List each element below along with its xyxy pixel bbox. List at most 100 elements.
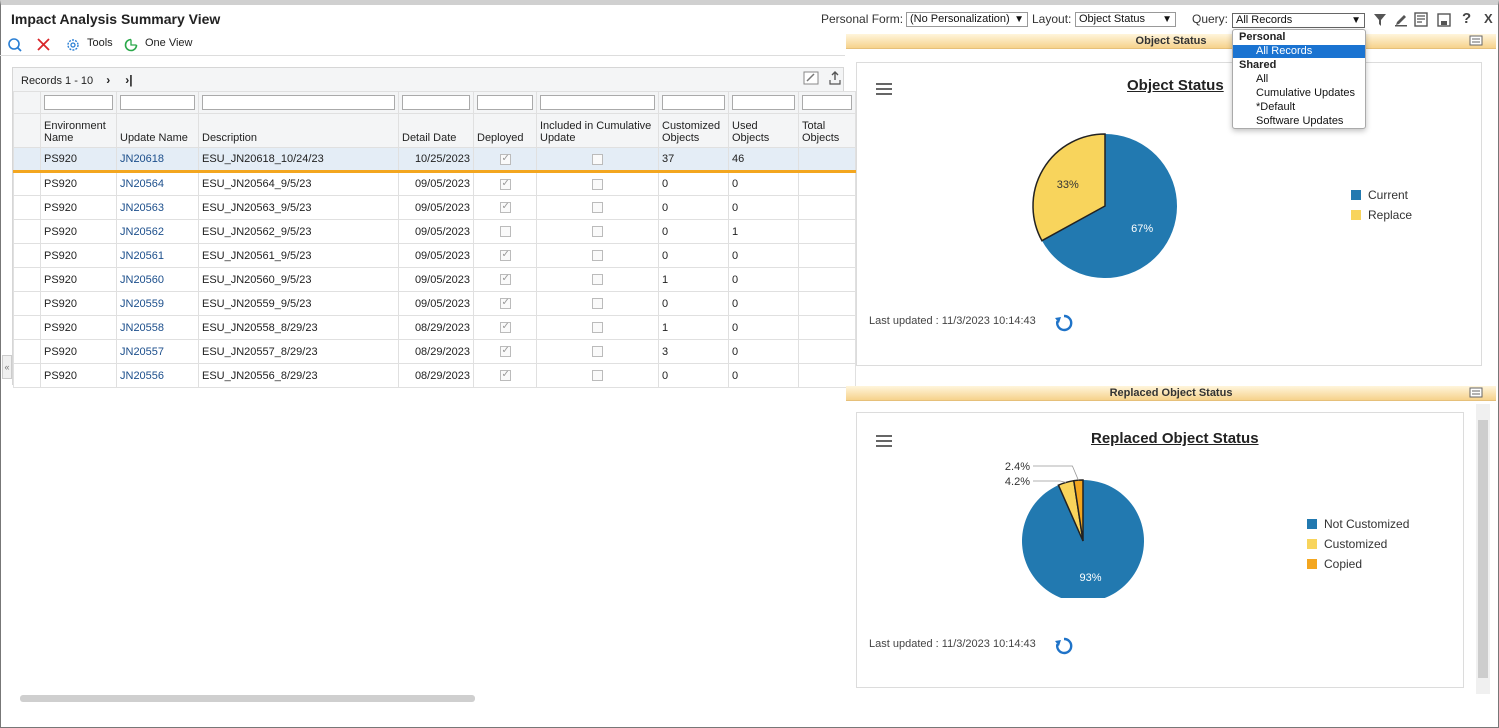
filter-date-input[interactable]: [402, 95, 470, 110]
cell-update-name[interactable]: JN20557: [116, 339, 199, 364]
column-header-total[interactable]: Total Objects: [798, 113, 856, 148]
edit-icon[interactable]: [1394, 13, 1408, 27]
legend-swatch: [1307, 539, 1317, 549]
column-header-environment[interactable]: Environment Name: [40, 113, 117, 148]
table-row[interactable]: PS920 JN20618 ESU_JN20618_10/24/23 10/25/20…: [13, 147, 856, 173]
checkbox[interactable]: [499, 297, 511, 310]
pie-slice-replace[interactable]: [1032, 133, 1106, 242]
cell-deployed: [473, 147, 537, 173]
query-select[interactable]: All Records ▼: [1232, 13, 1365, 28]
filter-update-input[interactable]: [120, 95, 195, 110]
filter-deployed-input[interactable]: [477, 95, 533, 110]
scrollbar-thumb[interactable]: [1478, 420, 1488, 678]
cell-total: [798, 291, 856, 316]
cell-update-name[interactable]: JN20563: [116, 195, 199, 220]
checkbox[interactable]: [499, 273, 511, 286]
checkbox[interactable]: [592, 250, 603, 262]
legend-swatch: [1351, 190, 1361, 200]
panel-options-icon[interactable]: [1469, 35, 1485, 47]
filter-total-input[interactable]: [802, 95, 852, 110]
checkbox[interactable]: [592, 346, 603, 358]
table-row[interactable]: PS920 JN20562 ESU_JN20562_9/5/23 09/05/2023…: [13, 219, 856, 244]
table-row[interactable]: PS920 JN20564 ESU_JN20564_9/5/23 09/05/2023…: [13, 171, 856, 196]
checkbox[interactable]: [592, 153, 603, 165]
checkbox[interactable]: [592, 298, 603, 310]
search-icon[interactable]: [7, 37, 23, 53]
query-option-all-records[interactable]: All Records: [1233, 45, 1365, 58]
query-option-all[interactable]: All: [1256, 73, 1269, 85]
object-status-bar: Object Status: [846, 34, 1496, 49]
column-header-used[interactable]: Used Objects: [728, 113, 799, 148]
checkbox[interactable]: [499, 345, 511, 358]
personal-form-label: Personal Form:: [821, 12, 904, 26]
close-icon[interactable]: X: [1484, 11, 1493, 26]
chart-menu-icon[interactable]: [876, 435, 892, 450]
cell-update-name[interactable]: JN20560: [116, 267, 199, 292]
query-option-cumulative-updates[interactable]: Cumulative Updates: [1256, 87, 1356, 99]
filter-description-input[interactable]: [202, 95, 395, 110]
cell-update-name[interactable]: JN20564: [116, 171, 199, 196]
last-page-icon[interactable]: ›|: [125, 73, 133, 87]
column-header-deployed[interactable]: Deployed: [473, 113, 537, 148]
cell-update-name[interactable]: JN20618: [116, 147, 199, 173]
cancel-icon[interactable]: [36, 37, 51, 52]
cell-date: 08/29/2023: [398, 363, 474, 388]
cell-update-name[interactable]: JN20559: [116, 291, 199, 316]
checkbox[interactable]: [499, 226, 511, 238]
checkbox[interactable]: [499, 201, 511, 214]
help-icon[interactable]: ?: [1462, 10, 1472, 27]
column-header-included[interactable]: Included in Cumulative Update: [536, 113, 659, 148]
pie-slice-current[interactable]: [1041, 134, 1177, 278]
cell-update-name[interactable]: JN20558: [116, 315, 199, 340]
table-row[interactable]: PS920 JN20563 ESU_JN20563_9/5/23 09/05/2023…: [13, 195, 856, 220]
checkbox[interactable]: [592, 322, 603, 334]
table-row[interactable]: PS920 JN20558 ESU_JN20558_8/29/23 08/29/202…: [13, 315, 856, 340]
personal-form-select[interactable]: (No Personalization) ▼: [906, 12, 1028, 27]
table-row[interactable]: PS920 JN20556 ESU_JN20556_8/29/23 08/29/202…: [13, 363, 856, 388]
vertical-scrollbar[interactable]: [1476, 404, 1490, 694]
notes-icon[interactable]: [1414, 12, 1430, 28]
filter-included-input[interactable]: [540, 95, 655, 110]
query-option-default[interactable]: *Default: [1256, 101, 1296, 113]
next-page-icon[interactable]: ›: [106, 73, 111, 87]
cell-customized: 0: [658, 363, 729, 388]
table-row[interactable]: PS920 JN20557 ESU_JN20557_8/29/23 08/29/202…: [13, 339, 856, 364]
chart-menu-icon[interactable]: [876, 83, 892, 98]
column-header-customized[interactable]: Customized Objects: [658, 113, 729, 148]
checkbox[interactable]: [592, 226, 603, 238]
collapse-panel-icon[interactable]: «: [2, 355, 12, 379]
table-row[interactable]: PS920 JN20560 ESU_JN20560_9/5/23 09/05/2023…: [13, 267, 856, 292]
save-icon[interactable]: [1437, 13, 1451, 27]
checkbox[interactable]: [499, 369, 511, 382]
panel-options-icon[interactable]: [1469, 387, 1485, 399]
checkbox[interactable]: [592, 178, 603, 190]
checkbox[interactable]: [499, 178, 511, 190]
cell-update-name[interactable]: JN20562: [116, 219, 199, 244]
layout-select[interactable]: Object Status ▼: [1075, 12, 1176, 27]
filter-customized-input[interactable]: [662, 95, 725, 110]
checkbox[interactable]: [499, 249, 511, 262]
filter-icon[interactable]: [1373, 13, 1387, 27]
filter-env-input[interactable]: [44, 95, 113, 110]
grid-edit-icon[interactable]: [803, 71, 819, 85]
column-header-update[interactable]: Update Name: [116, 113, 199, 148]
table-row[interactable]: PS920 JN20561 ESU_JN20561_9/5/23 09/05/2023…: [13, 243, 856, 268]
one-view-button[interactable]: One View: [145, 37, 193, 49]
table-row[interactable]: PS920 JN20559 ESU_JN20559_9/5/23 09/05/2023…: [13, 291, 856, 316]
filter-used-input[interactable]: [732, 95, 795, 110]
cell-update-name[interactable]: JN20561: [116, 243, 199, 268]
checkbox[interactable]: [592, 370, 603, 382]
refresh-icon[interactable]: [1053, 636, 1075, 656]
checkbox[interactable]: [499, 321, 511, 334]
column-header-date[interactable]: Detail Date: [398, 113, 474, 148]
checkbox[interactable]: [592, 202, 603, 214]
export-icon[interactable]: [828, 71, 842, 85]
query-option-software-updates[interactable]: Software Updates: [1256, 115, 1344, 127]
cell-update-name[interactable]: JN20556: [116, 363, 199, 388]
checkbox[interactable]: [592, 274, 603, 286]
checkbox[interactable]: [499, 153, 511, 165]
horizontal-scrollbar[interactable]: [20, 695, 475, 702]
tools-menu[interactable]: Tools: [87, 37, 113, 49]
refresh-icon[interactable]: [1053, 313, 1075, 333]
column-header-description[interactable]: Description: [198, 113, 399, 148]
